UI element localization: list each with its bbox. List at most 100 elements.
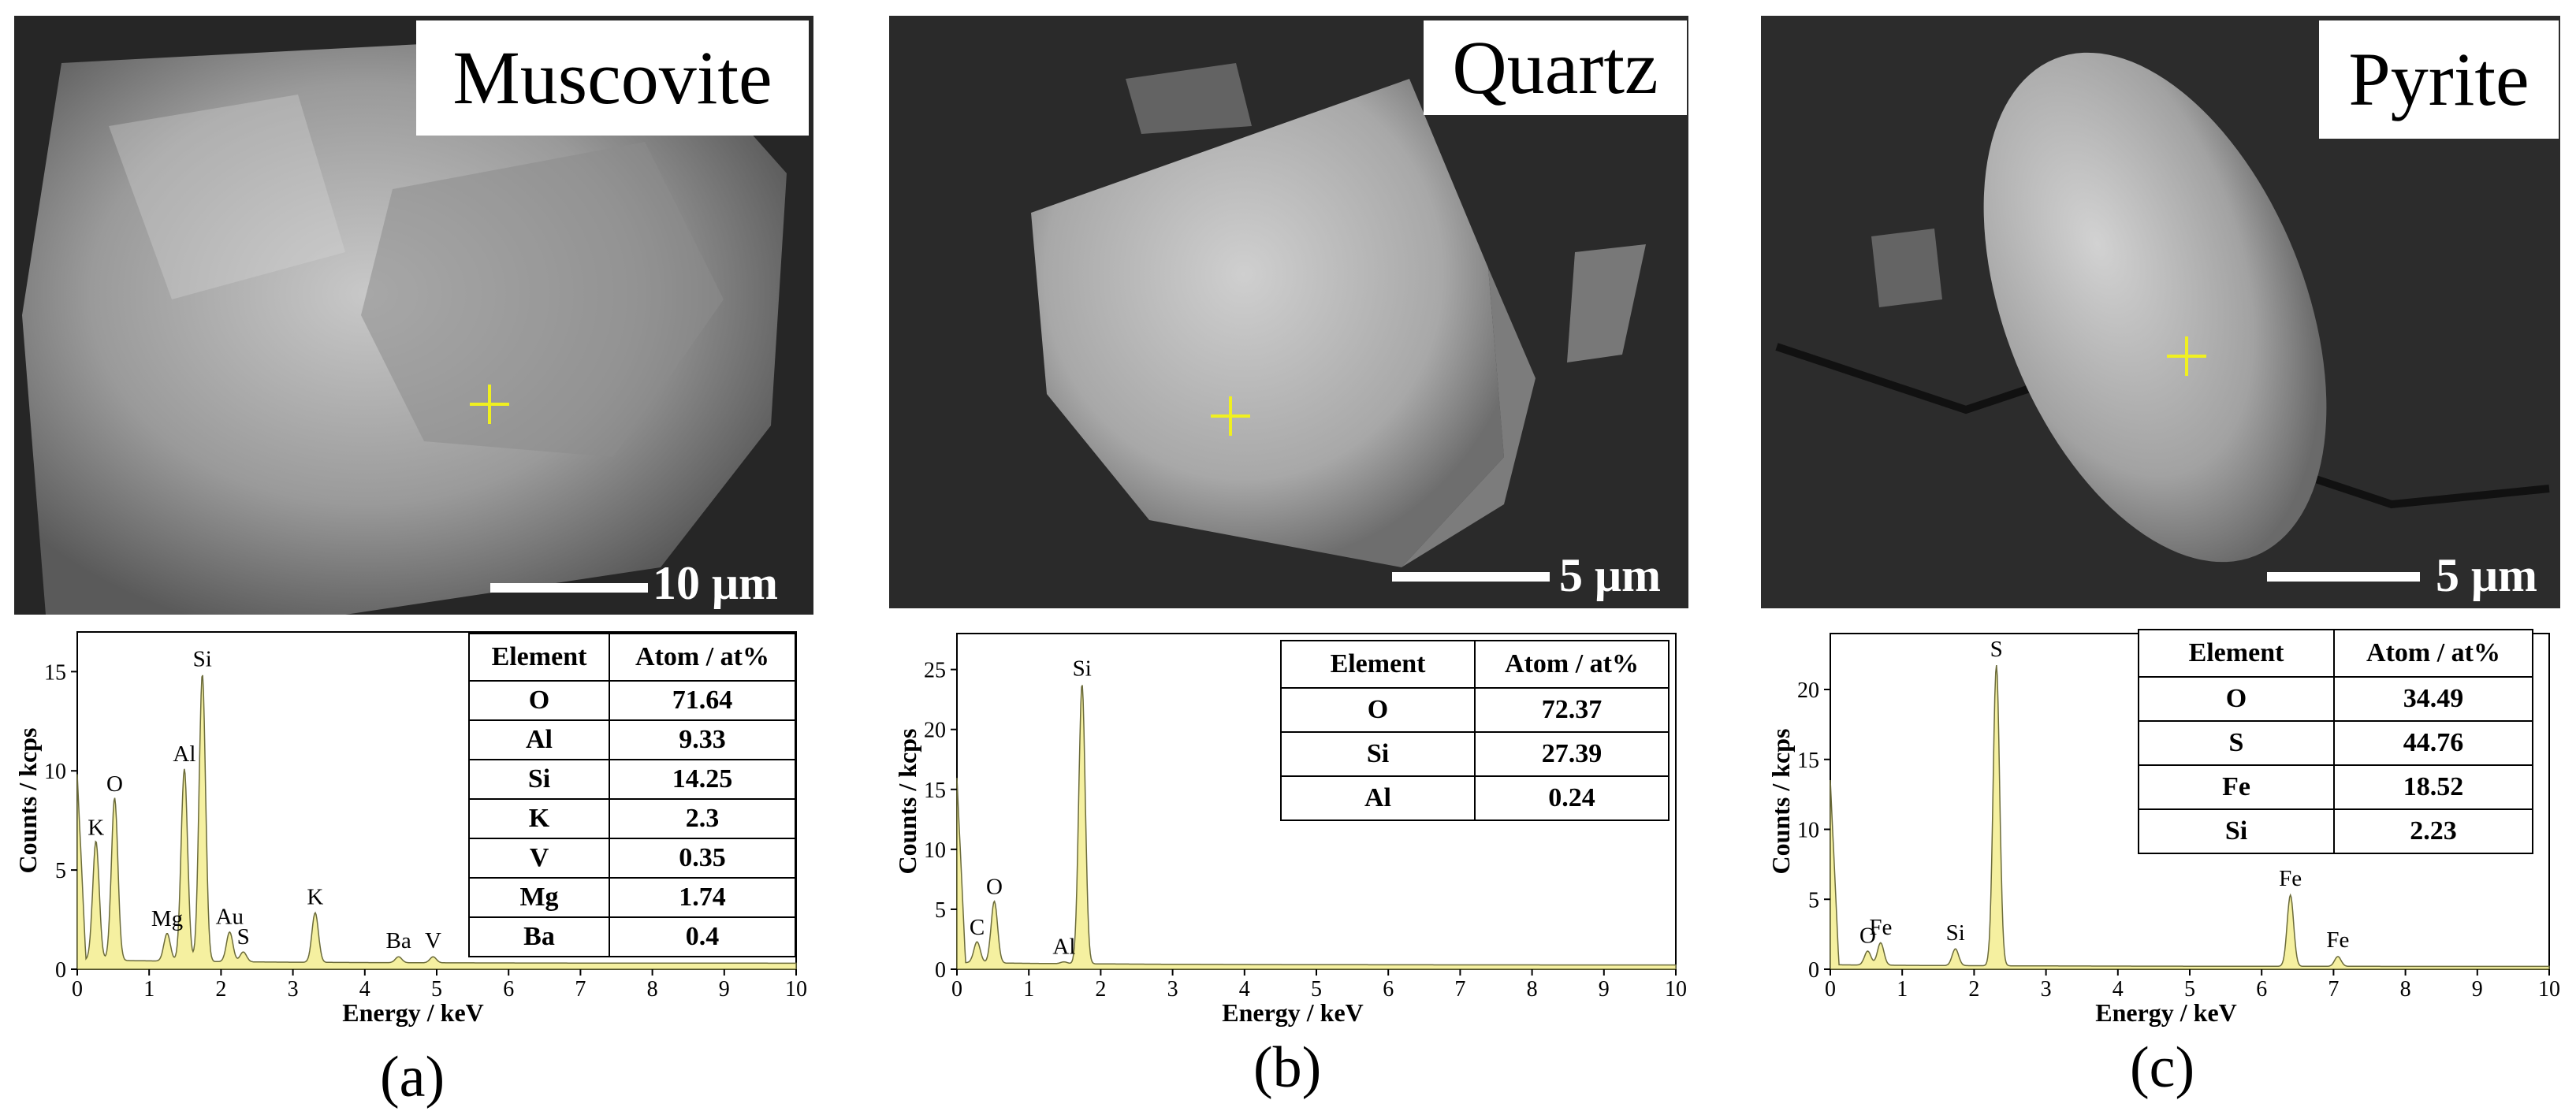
table-row: O 34.49 <box>2138 676 2533 722</box>
peak-label: Au <box>216 905 244 930</box>
column-header-element: Element <box>1280 640 1476 689</box>
table-cell: Si <box>468 759 610 800</box>
table-header-row: Element Atom / at% <box>1280 640 1670 689</box>
table-row: V 0.35 <box>468 838 796 879</box>
peak-label: K <box>307 885 323 910</box>
scale-bar-label: 5 μm <box>2436 549 2537 601</box>
x-tick-label: 8 <box>647 977 658 1002</box>
column-header-element: Element <box>468 633 610 682</box>
peak-label: O <box>1859 924 1876 949</box>
x-tick-label: 9 <box>1599 977 1610 1002</box>
table-row: Al 0.24 <box>1280 775 1670 821</box>
column-header-element: Element <box>2138 629 2335 678</box>
peak-label: S <box>237 924 250 950</box>
table-row: Ba 0.4 <box>468 916 796 957</box>
x-tick-label: 3 <box>1167 977 1178 1002</box>
table-row: Fe 18.52 <box>2138 764 2533 810</box>
x-tick-label: 4 <box>359 977 370 1002</box>
table-cell: 0.35 <box>609 838 796 879</box>
table-cell: 0.24 <box>1474 775 1670 821</box>
x-tick-label: 8 <box>1527 977 1538 1002</box>
spectrum-area <box>956 685 1677 970</box>
eds-chart-a: 0 1 2 3 4 5 6 7 8 9 10 0 5 10 15 Energy / keV Counts / k… <box>13 631 807 1027</box>
x-tick-label: 7 <box>575 977 586 1002</box>
y-tick-label: 15 <box>924 779 946 803</box>
table-row: S 44.76 <box>2138 720 2533 766</box>
peak-label: O <box>106 771 123 797</box>
table-cell: 9.33 <box>609 719 796 760</box>
x-tick-label: 9 <box>2472 977 2483 1002</box>
table-cell: V <box>468 838 610 879</box>
table-cell: Al <box>1280 775 1476 821</box>
table-cell: Mg <box>468 877 610 918</box>
y-tick-label: 0 <box>55 958 66 983</box>
y-tick-label: 10 <box>44 760 66 784</box>
sem-micrograph <box>1761 16 2560 608</box>
x-tick-label: 6 <box>2256 977 2267 1002</box>
peak-label: S <box>1990 637 2003 662</box>
table-cell: O <box>468 680 610 721</box>
table-cell: 1.74 <box>609 877 796 918</box>
sem-image-quartz: Quartz 5 μm <box>889 16 1688 608</box>
x-tick-label: 5 <box>431 977 442 1002</box>
x-tick-label: 1 <box>1897 977 1908 1002</box>
y-tick-label: 20 <box>1797 678 1819 703</box>
table-row: Si 2.23 <box>2138 808 2533 854</box>
table-cell: Si <box>1280 731 1476 777</box>
x-tick-label: 0 <box>72 977 83 1002</box>
x-tick-label: 1 <box>143 977 154 1002</box>
y-tick-label: 10 <box>1797 819 1819 843</box>
table-cell: O <box>1280 687 1476 733</box>
table-row: Mg 1.74 <box>468 877 796 918</box>
x-tick-label: 0 <box>1825 977 1836 1002</box>
peak-label: V <box>425 928 441 953</box>
table-header-row: Element Atom / at% <box>468 633 796 682</box>
y-tick-label: 0 <box>1808 958 1819 983</box>
peak-label: Fe <box>2279 866 2302 891</box>
table-cell: Si <box>2138 808 2335 854</box>
mineral-label: Muscovite <box>416 20 809 136</box>
table-cell: 72.37 <box>1474 687 1670 733</box>
table-row: O 71.64 <box>468 680 796 721</box>
composition-table-b: Element Atom / at% O 72.37 Si 27.39 Al 0.24 <box>1280 640 1670 821</box>
x-tick-label: 6 <box>503 977 514 1002</box>
table-cell: Al <box>468 719 610 760</box>
peak-label: Mg <box>151 906 183 931</box>
table-cell: S <box>2138 720 2335 766</box>
scale-bar <box>1392 572 1550 582</box>
peak-label: Fe <box>2326 927 2349 953</box>
scale-bar-label: 10 μm <box>653 557 778 609</box>
peak-label: Ba <box>386 928 411 953</box>
x-tick-label: 7 <box>2328 977 2339 1002</box>
sem-image-pyrite: Pyrite 5 μm <box>1761 16 2560 608</box>
x-tick-label: 7 <box>1454 977 1465 1002</box>
composition-table-a: Element Atom / at% O 71.64 Al 9.33 Si 14.25… <box>468 633 796 957</box>
eds-chart-c: 0 1 2 3 4 5 6 7 8 9 10 0 5 10 15 20 Energy / keV Counts /… <box>1766 633 2560 1027</box>
table-row: O 72.37 <box>1280 687 1670 733</box>
x-tick-label: 10 <box>785 977 807 1002</box>
y-axis-title: Counts / kcps <box>1766 729 1795 875</box>
x-tick-label: 10 <box>1665 977 1687 1002</box>
spectrum-area <box>1830 665 2550 970</box>
table-cell: 0.4 <box>609 916 796 957</box>
table-row: Al 9.33 <box>468 719 796 760</box>
x-tick-label: 2 <box>1968 977 1979 1002</box>
x-tick-label: 3 <box>2041 977 2052 1002</box>
table-cell: O <box>2138 676 2335 722</box>
sem-image-muscovite: Muscovite 10 μm <box>14 16 813 615</box>
table-row: Si 14.25 <box>468 759 796 800</box>
mineral-label: Quartz <box>1424 20 1687 115</box>
peak-label: Si <box>1073 656 1092 681</box>
y-tick-label: 20 <box>924 719 946 743</box>
x-tick-label: 5 <box>2184 977 2195 1002</box>
x-axis-title: Energy / keV <box>342 998 484 1027</box>
table-cell: 18.52 <box>2333 764 2533 810</box>
x-tick-label: 2 <box>1095 977 1106 1002</box>
column-header-atom: Atom / at% <box>609 633 796 682</box>
y-tick-label: 5 <box>935 898 946 923</box>
table-cell: 27.39 <box>1474 731 1670 777</box>
table-cell: Fe <box>2138 764 2335 810</box>
peak-label: Si <box>1946 920 1965 946</box>
peak-label: K <box>87 815 104 840</box>
y-tick-label: 5 <box>1808 888 1819 912</box>
